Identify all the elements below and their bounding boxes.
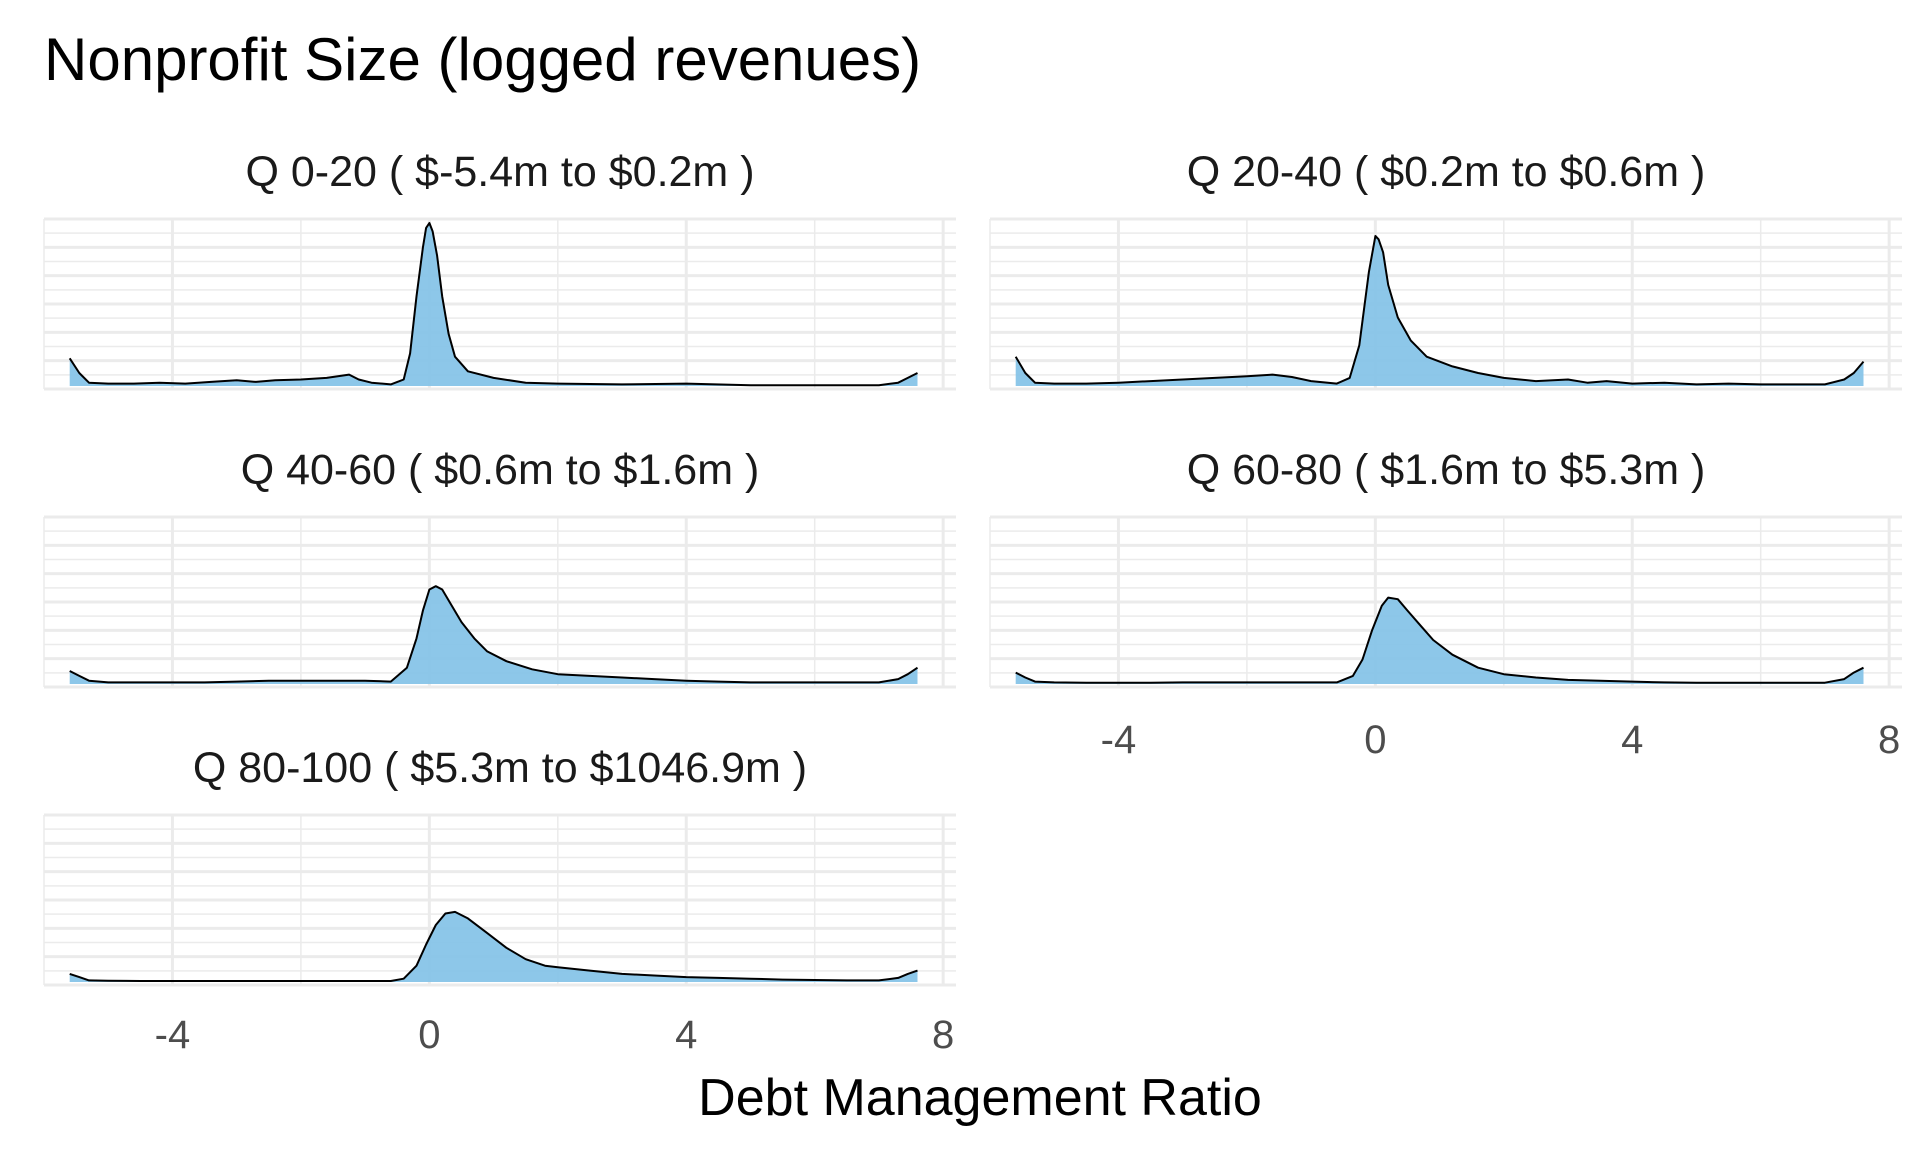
facet-panel: Q 60-80 ( $1.6m to $5.3m ) <box>989 446 1902 689</box>
density-line <box>68 222 918 387</box>
facet-strip-label: Q 60-80 ( $1.6m to $5.3m ) <box>1187 446 1706 494</box>
facet-panel: Q 80-100 ( $5.3m to $1046.9m ) <box>43 744 956 987</box>
density-line <box>1015 596 1864 684</box>
x-tick-label: 8 <box>932 1013 954 1057</box>
x-tick-label: 4 <box>675 1013 697 1057</box>
x-tick-label: -4 <box>1101 718 1137 762</box>
x-tick-label: 8 <box>1878 718 1900 762</box>
facet-strip-label: Q 80-100 ( $5.3m to $1046.9m ) <box>193 744 807 792</box>
x-axis: -4 0 4 8 <box>155 1013 955 1057</box>
x-tick-label: -4 <box>155 1013 191 1057</box>
facet-panel: Q 20-40 ( $0.2m to $0.6m ) <box>989 148 1902 391</box>
x-axes: -4 0 4 8 -4 0 4 8 <box>155 718 1901 1057</box>
facet-panel: Q 0-20 ( $-5.4m to $0.2m ) <box>43 148 956 391</box>
density-line <box>1014 235 1865 386</box>
x-tick-label: 0 <box>1364 718 1386 762</box>
x-axis: -4 0 4 8 <box>1101 718 1901 762</box>
x-tick-label: 4 <box>1621 718 1643 762</box>
density-area <box>69 911 918 982</box>
x-tick-label: 0 <box>418 1013 440 1057</box>
x-axis-title: Debt Management Ratio <box>698 1069 1262 1127</box>
facet-strip-label: Q 40-60 ( $0.6m to $1.6m ) <box>241 446 760 494</box>
facet-strip-label: Q 0-20 ( $-5.4m to $0.2m ) <box>245 148 754 196</box>
facet-strip-label: Q 20-40 ( $0.2m to $0.6m ) <box>1187 148 1706 196</box>
facet-panel: Q 40-60 ( $0.6m to $1.6m ) <box>43 446 956 689</box>
density-line <box>69 910 918 982</box>
chart-title: Nonprofit Size (logged revenues) <box>44 26 921 93</box>
density-area <box>1015 597 1864 684</box>
facet-panels: Q 0-20 ( $-5.4m to $0.2m ) Q 20-40 ( $0.2… <box>43 148 1902 987</box>
density-area <box>69 586 918 684</box>
density-line <box>69 585 919 684</box>
